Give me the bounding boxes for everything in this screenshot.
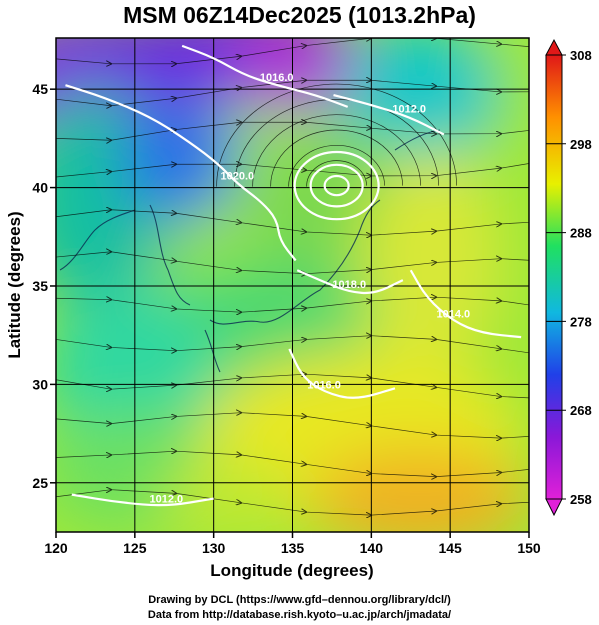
colorbar-tick-label: 268	[570, 403, 592, 418]
isobar-label: 1016.0	[260, 72, 294, 84]
y-tick-label: 35	[32, 278, 48, 294]
isobar-label: 1016.0	[307, 379, 341, 391]
colorbar-max-arrow	[545, 38, 563, 56]
y-tick-label: 30	[32, 376, 48, 392]
colorbar-ticks: 258 268 278 288 298 308	[546, 48, 592, 507]
streamline	[56, 490, 529, 515]
streamline-vortex	[306, 160, 367, 187]
isobar-labels: 1020.0 1016.0 1012.0 1018.0 1016.0 1014.0 1012…	[150, 72, 471, 505]
isobar-closed	[309, 163, 364, 208]
x-tick-label: 145	[438, 540, 462, 556]
x-tick-label: 125	[123, 540, 147, 556]
isobar-contours	[65, 44, 522, 507]
streamline	[56, 451, 529, 476]
isobar-label: 1012.0	[150, 493, 184, 505]
streamline	[56, 80, 529, 106]
isobar-label: 1014.0	[436, 308, 470, 320]
colorbar-tick-label: 278	[570, 314, 592, 329]
isobar-line	[65, 84, 297, 262]
credit-line-1: Drawing by DCL (https://www.gfd–dennou.o…	[148, 594, 451, 606]
colorbar-tick-label: 288	[570, 226, 592, 241]
isobar-line	[296, 269, 404, 295]
x-axis-title: Longitude (degrees)	[210, 561, 373, 580]
streamline	[56, 122, 529, 140]
colorbar-tick-label: 258	[570, 492, 592, 507]
chart-title: MSM 06Z14Dec2025 (1013.2hPa)	[123, 2, 476, 28]
streamline-vortex	[252, 114, 421, 187]
grid-lines	[56, 38, 529, 532]
isobar-line	[181, 44, 349, 108]
credits: Drawing by DCL (https://www.gfd–dennou.o…	[0, 593, 599, 623]
streamline	[56, 38, 529, 64]
streamline	[56, 374, 529, 399]
streamline	[56, 210, 529, 235]
y-axis-ticks: 25 30 35 40 45	[32, 81, 56, 491]
x-tick-label: 130	[202, 540, 226, 556]
colorbar-tick-label: 308	[570, 48, 592, 63]
isobar-line	[333, 94, 445, 136]
colorbar-gradient	[545, 54, 563, 500]
y-tick-label: 40	[32, 180, 48, 196]
isobar-label: 1020.0	[220, 171, 254, 183]
credit-line-2: Data from http://database.rish.kyoto–u.a…	[147, 609, 452, 621]
wind-streamlines	[56, 38, 529, 515]
x-axis-ticks: 120 125 130 135 140 145 150	[44, 532, 541, 556]
streamline-vortex	[288, 144, 385, 187]
streamline-vortex	[270, 129, 403, 187]
y-tick-label: 45	[32, 81, 48, 97]
streamline	[56, 413, 529, 438]
isobar-closed	[293, 150, 380, 221]
streamline	[56, 157, 529, 178]
y-tick-label: 25	[32, 475, 48, 491]
isobar-label: 1012.0	[392, 104, 426, 116]
isobar-closed	[323, 174, 350, 197]
x-tick-label: 120	[44, 540, 68, 556]
streamline	[56, 336, 529, 358]
x-tick-label: 150	[517, 540, 541, 556]
x-tick-label: 140	[360, 540, 384, 556]
colorbar-tick-label: 298	[570, 137, 592, 152]
streamline-vortex	[234, 99, 439, 187]
x-tick-label: 135	[281, 540, 305, 556]
y-axis-title: Latitude (degrees)	[5, 211, 24, 358]
isobar-line	[288, 348, 396, 399]
colorbar-min-arrow	[545, 498, 563, 517]
streamline-vortex	[216, 83, 457, 187]
isobar-label: 1018.0	[332, 279, 366, 291]
colorbar: 258 268 278 288 298 308	[545, 38, 592, 517]
isobar-line	[71, 493, 214, 507]
isobar-line	[409, 269, 522, 339]
streamline	[56, 297, 529, 312]
